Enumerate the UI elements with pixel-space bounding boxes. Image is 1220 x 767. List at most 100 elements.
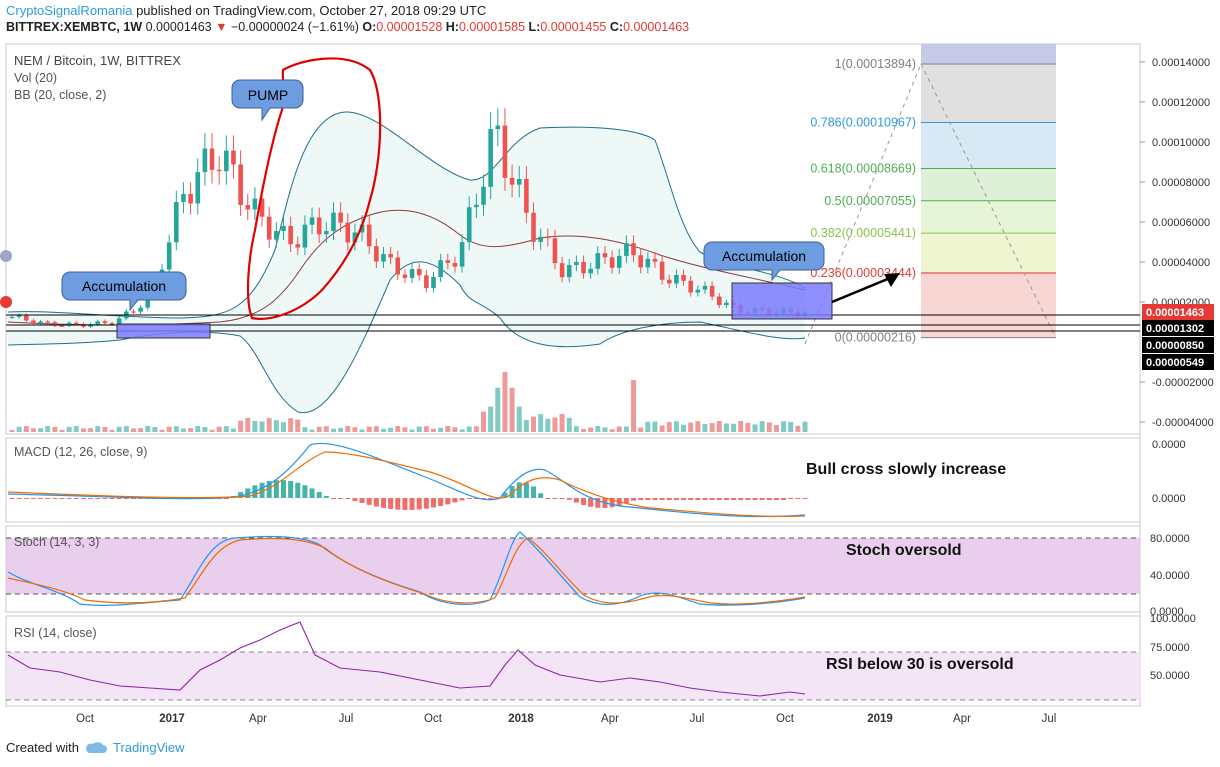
candle-body [424, 275, 429, 289]
macd-histogram-bar [423, 498, 429, 509]
macd-histogram-bar [731, 498, 737, 500]
volume-bar [502, 372, 508, 432]
volume-bar [252, 420, 258, 432]
candle-body [566, 265, 572, 278]
candle-body [138, 307, 143, 312]
candle-body [23, 315, 29, 321]
macd-histogram-bar [623, 498, 629, 504]
macd-histogram-bar [295, 482, 301, 498]
candle-body [38, 321, 43, 324]
rsi-annotation: RSI below 30 is oversold [826, 656, 1014, 673]
candle-body [259, 198, 265, 217]
fib-zone-top [921, 44, 1056, 64]
volume-bar [323, 426, 329, 432]
candle-body [509, 177, 515, 185]
volume-bar [295, 419, 301, 432]
accumulation-left-label: Accumulation [82, 278, 166, 294]
time-tick-label: 2017 [159, 713, 185, 725]
tradingview-brand-link[interactable]: TradingView [112, 740, 185, 755]
macd-histogram-bar [552, 498, 558, 499]
price-marker-label: 0.00000549 [1146, 357, 1204, 369]
fib-zone-4 [921, 200, 1056, 233]
candle-body [31, 320, 36, 324]
price-tick-label: 0.00012000 [1152, 97, 1210, 109]
rsi-tick-75: 75.0000 [1150, 642, 1190, 654]
candle-body [416, 269, 422, 276]
candle-body [724, 302, 729, 306]
candle-body [352, 232, 358, 243]
macd-histogram-bar [531, 486, 537, 498]
volume-indicator-label: Vol (20) [14, 71, 57, 85]
volume-bar [109, 429, 115, 432]
bollinger-basis [7, 209, 806, 326]
volume-bar [688, 422, 694, 432]
time-tick-label: Apr [601, 713, 619, 725]
volume-bar [595, 426, 601, 432]
publisher-link[interactable]: CryptoSignalRomania [6, 3, 133, 18]
price-marker-label: 0.00000850 [1146, 340, 1204, 352]
candle-body [109, 323, 115, 325]
macd-histogram-bar [123, 498, 129, 499]
candle-body [295, 244, 301, 248]
macd-histogram-bar [638, 498, 644, 500]
macd-histogram-bar [488, 498, 494, 499]
candle-body [216, 169, 222, 172]
volume-bar [759, 421, 765, 432]
pump-outline [246, 57, 382, 320]
stoch-tick-0: 0.0000 [1150, 606, 1184, 618]
candle-body [324, 231, 329, 235]
macd-histogram-bar [338, 498, 344, 499]
macd-histogram-bar [323, 495, 329, 498]
price-marker-label: 0.00001463 [1146, 307, 1204, 319]
volume-bar [30, 428, 36, 432]
volume-bar [188, 428, 194, 432]
candle-body [409, 269, 415, 278]
macd-histogram-bar [481, 498, 487, 499]
candle-body [452, 262, 458, 267]
candle-body [224, 150, 229, 172]
macd-histogram-bar [759, 498, 765, 500]
candle-body [502, 125, 508, 178]
price-tick-label: 0.00006000 [1152, 217, 1210, 229]
macd-histogram-bar [688, 498, 694, 500]
rsi-line [7, 621, 806, 697]
candle-body [366, 224, 372, 247]
volume-bar [259, 421, 265, 432]
macd-histogram-bar [238, 492, 244, 498]
tradingview-cloud-icon [86, 741, 107, 753]
fib-level-label: 1(0.00013894) [835, 57, 916, 71]
macd-histogram-bar [273, 480, 279, 498]
macd-histogram-bar [588, 498, 594, 507]
candle-body [73, 322, 79, 324]
pump-callout: PUMP [231, 79, 304, 122]
pane-title: NEM / Bitcoin, 1W, BITTREX [14, 53, 181, 68]
macd-histogram-bar [652, 498, 658, 500]
accumulation-right-label: Accumulation [722, 248, 806, 264]
volume-bar [23, 426, 29, 432]
volume-bar [152, 426, 158, 432]
close-value: 0.00001463 [623, 20, 690, 34]
candle-body [695, 289, 701, 293]
price-marker-badge [1142, 354, 1214, 370]
price-tick-label: -0.00004000 [1152, 417, 1214, 429]
candle-body [188, 194, 193, 204]
fib-zone-3 [921, 168, 1056, 200]
volume-bar [531, 416, 537, 432]
macd-histogram-bar [516, 482, 522, 498]
candle-body [388, 254, 393, 258]
volume-bar [452, 427, 458, 432]
macd-histogram-bar [388, 498, 394, 509]
macd-histogram-bar [709, 498, 715, 500]
macd-tick-zero: 0.0000 [1152, 493, 1186, 505]
macd-histogram-bar [431, 498, 437, 508]
volume-bar [238, 420, 244, 432]
volume-bar [123, 426, 129, 432]
volume-bar [145, 426, 151, 432]
candle-body [681, 274, 686, 281]
volume-bar [102, 426, 108, 432]
volume-bar [202, 427, 208, 432]
scroll-marker-icon [0, 250, 12, 262]
volume-bar [581, 428, 587, 432]
price-marker-icon [0, 296, 12, 308]
